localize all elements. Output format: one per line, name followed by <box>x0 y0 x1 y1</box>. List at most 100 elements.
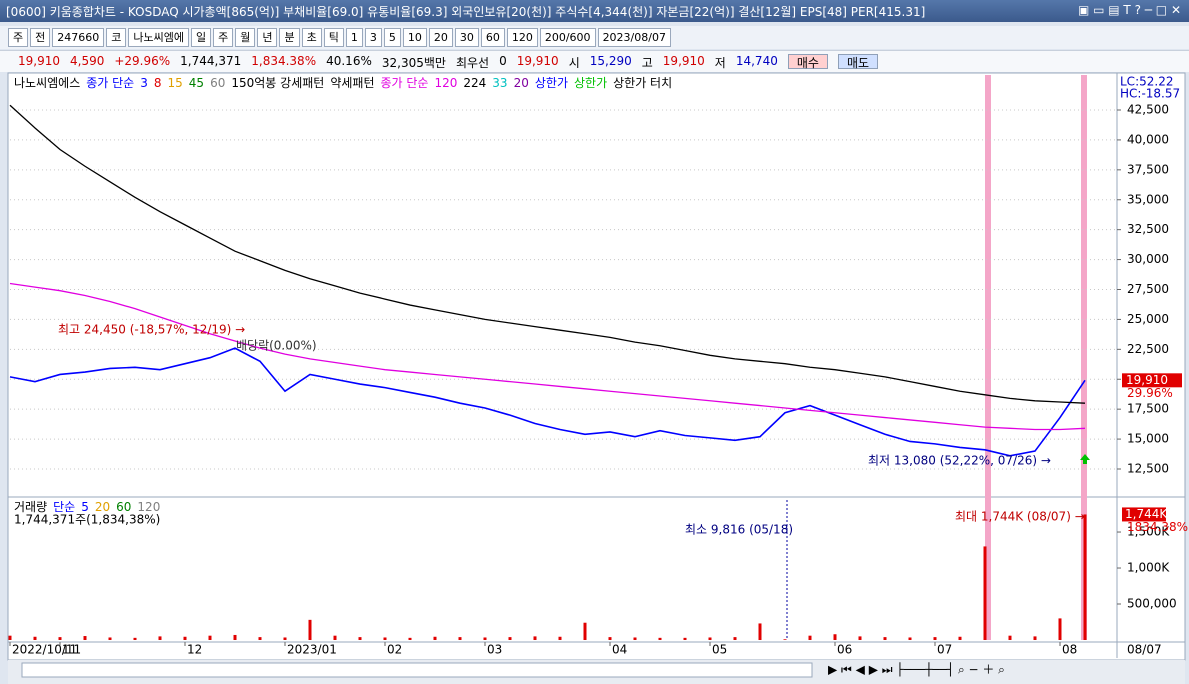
sell-button[interactable]: 매도 <box>837 54 879 70</box>
volume-bar <box>108 637 112 640</box>
legend-entry: 상한가 <box>574 76 607 90</box>
y-tick-label: 37,500 <box>1127 162 1169 176</box>
volume-bar <box>83 636 87 640</box>
toolbar-button[interactable]: 60 <box>480 28 505 47</box>
volume-bar <box>608 637 612 640</box>
y-tick-label: 500,000 <box>1127 597 1177 611</box>
legend-entry: 150억봉 강세패턴 <box>231 76 324 90</box>
volume-bar <box>533 636 537 640</box>
hc-label: HC:-18.57 <box>1120 87 1180 101</box>
toolbar-button[interactable]: 주 <box>213 28 234 47</box>
buy-button[interactable]: 매수 <box>787 54 828 70</box>
toolbar-button[interactable]: 년 <box>257 28 278 47</box>
legend-entry: 5 <box>81 500 89 514</box>
volume-subtitle: 1,744,371주(1,834,38%) <box>14 513 160 527</box>
toolbar-button[interactable]: 5 <box>383 28 401 47</box>
toolbar-button[interactable]: 코 <box>106 28 127 47</box>
y-tick-label: 1,500K <box>1127 525 1170 539</box>
quote-value: 19,910 <box>516 54 559 68</box>
volume-bar <box>283 637 287 640</box>
volume-bar <box>808 635 812 640</box>
volume-bar <box>658 637 662 640</box>
x-tick-label: 08/07 <box>1127 643 1162 657</box>
volume-bar <box>1008 635 1012 640</box>
chart-bg <box>7 72 1186 661</box>
scroll-track[interactable] <box>21 662 813 678</box>
annotation: 최저 13,080 (52,22%, 07/26) → <box>868 454 1051 468</box>
legend-entry: 3 <box>140 76 148 90</box>
legend-entry: 33 <box>492 76 507 90</box>
volume-bar <box>708 637 712 640</box>
legend-entry: 약세패턴 <box>330 75 374 90</box>
toolbar-button[interactable]: 20 <box>428 28 453 47</box>
annotation: 최고 24,450 (-18,57%, 12/19) → <box>58 323 245 337</box>
legend-entry: 나노씨엠에스 <box>14 76 80 90</box>
legend-entry: 224 <box>463 76 486 90</box>
legend-entry: 60 <box>116 500 131 514</box>
toolbar-button[interactable]: 초 <box>301 28 322 47</box>
quote-value: 저 <box>714 56 726 70</box>
limit-up-band <box>1081 75 1087 640</box>
legend-entry: 20 <box>95 500 110 514</box>
x-tick-label: 06 <box>837 643 852 657</box>
volume-bar <box>633 637 637 640</box>
price-line <box>9 282 1086 431</box>
volume-bar <box>383 637 387 640</box>
legend-entry: 종가 단순 <box>381 76 429 90</box>
scroll-controls[interactable]: ▶ ⏮ ◀ ▶ ⏭ ├───┼──┤ ⌕ − ＋ ⌕ <box>828 662 1005 677</box>
price-line <box>9 104 1086 404</box>
x-tick-label: 03 <box>487 643 502 657</box>
legend-entry: 8 <box>154 76 162 90</box>
volume-bar <box>858 636 862 640</box>
toolbar-button[interactable]: 1 <box>345 28 363 47</box>
legend-entry: 상한가 터치 <box>613 76 672 90</box>
price-line <box>9 347 1086 457</box>
volume-bar <box>133 637 137 640</box>
x-tick-label: 02 <box>387 643 402 657</box>
volume-bar <box>883 637 887 640</box>
date-field[interactable]: 2023/08/07 <box>597 28 671 47</box>
toolbar-button[interactable]: 3 <box>364 28 382 47</box>
count-field[interactable]: 200/600 <box>539 28 596 47</box>
volume-bar <box>733 637 737 640</box>
y-tick-label: 17,500 <box>1127 402 1169 416</box>
x-tick-label: 2023/01 <box>287 643 337 657</box>
legend-entry: 45 <box>189 76 204 90</box>
volume-bar <box>683 637 687 640</box>
toolbar-button[interactable]: 10 <box>402 28 427 47</box>
y-tick-label: 35,000 <box>1127 192 1169 206</box>
toolbar-button[interactable]: 30 <box>454 28 479 47</box>
y-tick-label: 12,500 <box>1127 461 1169 475</box>
toolbar-button[interactable]: 틱 <box>323 28 344 47</box>
toolbar-button[interactable]: 일 <box>190 28 212 47</box>
y-tick-label: 42,500 <box>1127 103 1169 117</box>
toolbar-button[interactable]: 주 <box>8 28 29 47</box>
toolbar-button[interactable]: 247660 <box>52 28 105 47</box>
quote-value: 4,590 <box>70 54 105 68</box>
volume-bar <box>508 637 512 640</box>
quote-value: 19,910 <box>662 54 705 68</box>
x-tick-label: 07 <box>937 643 952 657</box>
volume-bar <box>1033 636 1037 640</box>
toolbar-button[interactable]: 월 <box>235 28 256 47</box>
volume-bar <box>833 634 837 640</box>
volume-bar <box>233 634 237 640</box>
toolbar-button[interactable]: 분 <box>279 28 300 47</box>
y-tick-label: 30,000 <box>1127 252 1169 266</box>
volume-tag-label: 1,744K <box>1125 507 1168 521</box>
legend-entry: 거래량 <box>14 500 47 514</box>
quote-value: 고 <box>641 56 653 70</box>
toolbar-button[interactable]: 전 <box>30 28 51 47</box>
volume-bar <box>458 637 462 640</box>
volume-bar <box>958 636 962 640</box>
volume-bar <box>983 546 987 640</box>
limit-up-band <box>985 75 991 640</box>
toolbar-button[interactable]: 120 <box>506 28 538 47</box>
y-tick-label: 25,000 <box>1127 312 1169 326</box>
x-tick-label: 12 <box>187 643 202 657</box>
window-title: [0600] 키움종합차트 - KOSDAQ 시가총액[865(억)] 부채비율… <box>6 5 926 19</box>
toolbar-button[interactable]: 나노씨엠에 <box>128 28 189 47</box>
legend-entry: 단순 <box>53 500 75 514</box>
